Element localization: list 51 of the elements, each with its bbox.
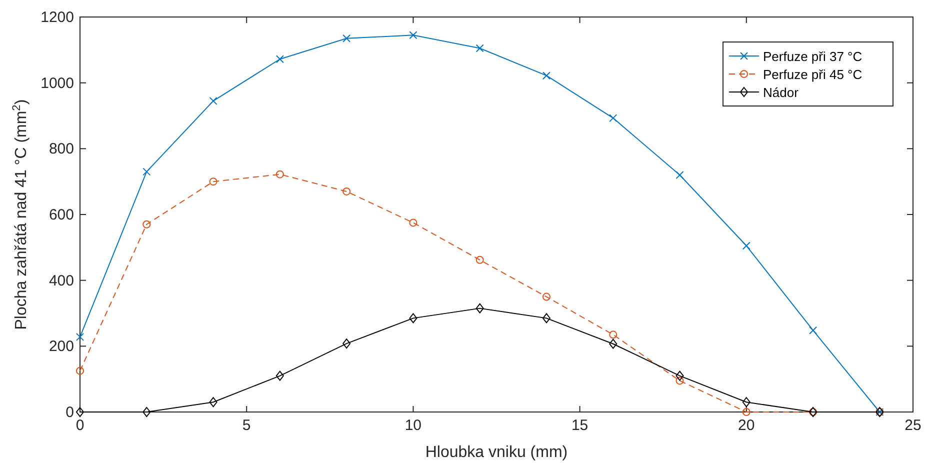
point (409, 31, 418, 40)
y-tick-label: 400 (48, 272, 74, 290)
point (542, 72, 550, 80)
point (809, 326, 818, 334)
y-tick-label: 800 (48, 140, 74, 158)
point (76, 366, 84, 375)
point (676, 171, 684, 179)
point (476, 44, 484, 52)
point (76, 332, 84, 341)
point (676, 376, 684, 385)
point (209, 397, 218, 408)
point (609, 114, 618, 122)
y-tick-label: 1000 (40, 74, 74, 92)
y-tick-label: 200 (48, 338, 74, 356)
x-tick-label: 5 (242, 417, 251, 434)
x-tick-label: 10 (404, 417, 422, 434)
point (276, 170, 284, 178)
point (209, 96, 218, 105)
point (676, 370, 684, 381)
x-axis-title: Hloubka vniku (mm) (425, 444, 568, 461)
y-tick-label: 1200 (40, 9, 74, 26)
point (276, 55, 284, 64)
point (542, 292, 550, 301)
point (542, 313, 550, 324)
y-tick-label: 600 (48, 206, 74, 224)
point (742, 397, 750, 408)
point (742, 242, 750, 250)
point (342, 34, 351, 42)
x-tick-label: 0 (76, 417, 84, 434)
point (409, 313, 418, 324)
x-tick-label: 20 (738, 417, 755, 434)
point (409, 218, 418, 227)
x-tick-label: 25 (904, 417, 922, 434)
y-tick-label: 0 (66, 404, 74, 421)
point (142, 168, 151, 176)
point (142, 220, 151, 228)
point (609, 330, 618, 339)
x-tick-label: 15 (571, 417, 588, 434)
point (276, 370, 284, 381)
point (342, 187, 351, 196)
point (476, 256, 484, 264)
legend-label: Nádor (763, 85, 800, 100)
point (342, 338, 351, 349)
point (142, 407, 151, 417)
legend-label: Perfuze při 45 °C (763, 67, 862, 82)
point (476, 303, 484, 314)
point (76, 407, 84, 417)
point (609, 338, 618, 349)
point (209, 178, 218, 186)
point (742, 408, 750, 416)
legend-label: Perfuze při 37 °C (763, 49, 862, 64)
